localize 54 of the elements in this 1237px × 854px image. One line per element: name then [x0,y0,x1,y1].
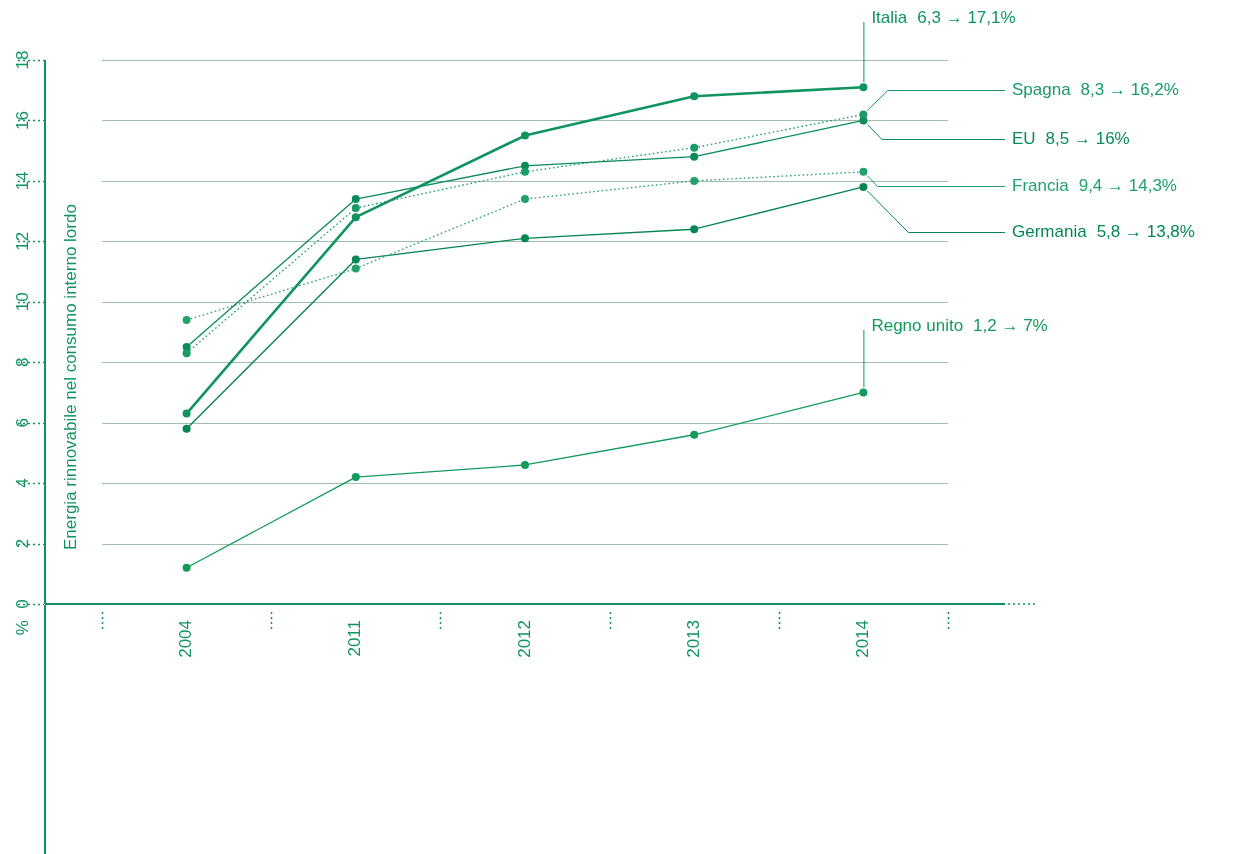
y-tick-label: 8 [12,357,32,367]
point [690,92,699,101]
point [351,473,360,482]
x-tick-label: 2011 [345,620,365,657]
text: 1,2 → 7% [973,315,1048,335]
point [182,315,191,324]
x-tick-label: 2004 [176,620,196,658]
text: Regno unito [871,315,964,335]
y-tick-label: 14 [12,171,32,191]
x-tick-label: 2012 [514,620,534,658]
text: EU [1012,128,1036,148]
point [351,195,360,204]
point [521,460,529,469]
point [690,176,699,185]
point [859,388,868,397]
y-tick-label: 18 [12,50,32,70]
text: 8,3 → 16,2% [1080,79,1179,99]
text: Italia [871,7,908,27]
y-tick-label: 6 [12,417,32,428]
point [182,563,191,572]
y-tick-label: 16 [12,110,32,130]
point [521,131,529,140]
point [351,204,360,213]
point [690,225,699,234]
point [859,83,868,92]
point [521,234,529,243]
text: Spagna [1012,79,1072,99]
text: 9,4 → 14,3% [1078,175,1177,195]
text: 5,8 → 13,8% [1096,221,1195,241]
text: 6,3 → 17,1% [917,7,1016,27]
point [351,213,360,222]
y-axis-title: Energia rinnovabile nel consumo interno lordo [60,204,80,550]
point [859,182,868,191]
point [182,424,191,433]
point [859,110,868,119]
text: % [12,620,32,636]
point [182,349,191,358]
text: Francia [1012,175,1070,195]
y-tick-label: 0 [12,599,32,609]
x-tick-label: 2014 [853,620,873,658]
point [690,143,699,152]
text: 8,5 → 16% [1045,128,1130,148]
point [521,195,529,204]
point [859,167,868,176]
x-tick-label: 2013 [683,620,703,658]
point [690,152,699,161]
point [351,264,360,273]
point [690,430,699,439]
text: Germania [1012,221,1088,241]
point [351,255,360,264]
y-tick-label: 12 [12,231,32,251]
point [521,167,529,176]
point [182,409,191,418]
y-tick-label: 10 [12,292,32,312]
